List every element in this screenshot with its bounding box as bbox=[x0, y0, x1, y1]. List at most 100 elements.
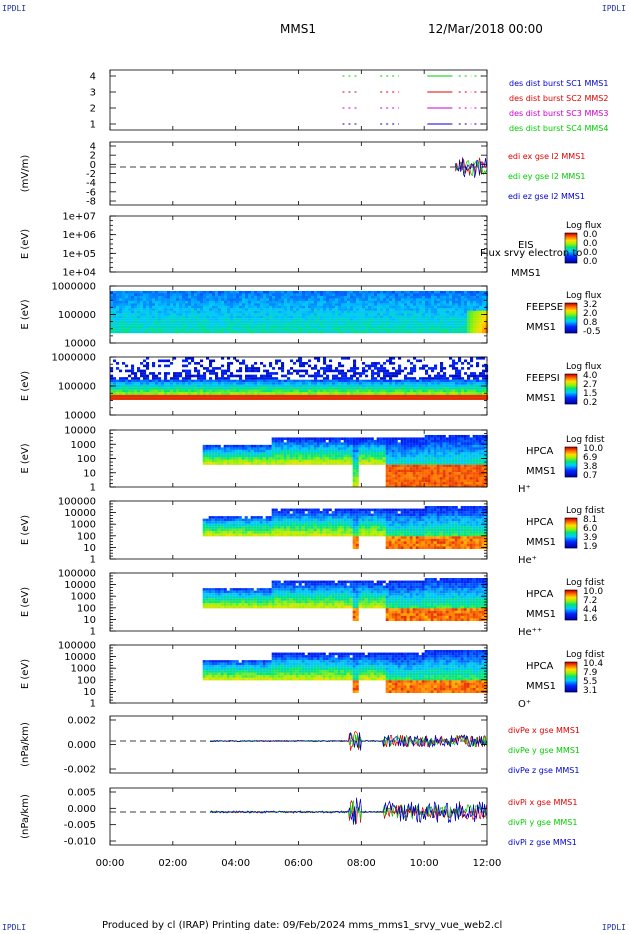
spectrogram-cell bbox=[409, 474, 413, 478]
spectrogram-cell bbox=[394, 477, 398, 480]
spectrogram-cell bbox=[347, 320, 351, 324]
spectrogram-cell bbox=[298, 452, 302, 455]
panel-label: FEEPSE bbox=[526, 302, 563, 313]
spectrogram-cell bbox=[394, 447, 398, 450]
spectrogram-cell bbox=[304, 439, 308, 443]
y-tick-label: 4 bbox=[90, 72, 96, 83]
spectrogram-cell bbox=[167, 313, 171, 316]
spectrogram-cell bbox=[302, 293, 306, 297]
spectrogram-cell bbox=[311, 320, 315, 324]
spectrogram-cell bbox=[281, 295, 285, 299]
spectrogram-cell bbox=[209, 325, 213, 329]
spectrogram-cell bbox=[356, 328, 360, 331]
spectrogram-cell bbox=[386, 397, 390, 400]
spectrogram-cell bbox=[257, 293, 261, 297]
spectrogram-cell bbox=[317, 325, 321, 329]
spectrogram-cell bbox=[371, 369, 375, 373]
spectrogram-cell bbox=[125, 315, 129, 319]
spectrogram-cell bbox=[143, 382, 147, 385]
spectrogram-cell bbox=[263, 293, 267, 297]
spectrogram-cell bbox=[404, 308, 408, 311]
spectrogram-cell bbox=[461, 377, 465, 380]
spectrogram-cell bbox=[338, 394, 342, 398]
spectrogram-cell bbox=[266, 377, 270, 380]
spectrogram-cell bbox=[367, 462, 371, 465]
spectrogram-cell bbox=[473, 328, 477, 331]
spectrogram-cell bbox=[325, 449, 329, 453]
spectrogram-cell bbox=[415, 447, 419, 450]
spectrogram-cell bbox=[470, 315, 474, 319]
spectrogram-cell bbox=[376, 462, 380, 465]
spectrogram-cell bbox=[434, 295, 438, 299]
spectrogram-cell bbox=[430, 447, 434, 450]
spectrogram-cell bbox=[272, 298, 276, 301]
spectrogram-cell bbox=[424, 459, 428, 463]
spectrogram-cell bbox=[257, 382, 261, 385]
spectrogram-cell bbox=[161, 320, 165, 324]
spectrogram-cell bbox=[202, 444, 206, 448]
spectrogram-cell bbox=[248, 310, 252, 314]
spectrogram-cell bbox=[314, 308, 318, 311]
spectrogram-cell bbox=[421, 442, 425, 445]
spectrogram-cell bbox=[395, 298, 399, 301]
spectrogram-cell bbox=[329, 313, 333, 316]
spectrogram-cell bbox=[110, 330, 114, 334]
spectrogram-cell bbox=[317, 394, 321, 398]
spectrogram-cell bbox=[398, 372, 402, 375]
spectrogram-cell bbox=[383, 295, 387, 299]
spectrogram-cell bbox=[209, 315, 213, 319]
spectrogram-cell bbox=[287, 318, 291, 321]
spectrogram-cell bbox=[293, 295, 297, 299]
spectrogram-cell bbox=[419, 300, 423, 304]
spectrogram-cell bbox=[134, 298, 138, 301]
spectrogram-cell bbox=[230, 374, 234, 378]
spectrogram-cell bbox=[397, 462, 401, 465]
spectrogram-cell bbox=[298, 454, 302, 458]
spectrogram-cell bbox=[370, 462, 374, 465]
spectrogram-cell bbox=[473, 300, 477, 304]
spectrogram-cell bbox=[329, 323, 333, 326]
spectrogram-cell bbox=[410, 377, 414, 380]
spectrogram-cell bbox=[385, 459, 389, 463]
spectrogram-cell bbox=[425, 392, 429, 395]
spectrogram-cell bbox=[254, 382, 258, 385]
spectrogram-cell bbox=[227, 293, 231, 297]
spectrogram-cell bbox=[268, 457, 272, 460]
spectrogram-cell bbox=[349, 457, 353, 460]
spectrogram-cell bbox=[197, 387, 201, 390]
spectrogram-cell bbox=[299, 293, 303, 297]
spectrogram-cell bbox=[359, 318, 363, 321]
spectrogram-cell bbox=[467, 392, 471, 395]
spectrogram-cell bbox=[308, 382, 312, 385]
spectrogram-cell bbox=[332, 379, 336, 383]
spectrogram-cell bbox=[416, 330, 420, 334]
spectrogram-cell bbox=[287, 310, 291, 314]
spectrogram-cell bbox=[422, 290, 426, 294]
spectrogram-cell bbox=[458, 293, 462, 297]
spectrogram-cell bbox=[395, 397, 399, 400]
spectrogram-cell bbox=[296, 392, 300, 395]
spectrogram-cell bbox=[391, 479, 395, 483]
spectrogram-cell bbox=[257, 305, 261, 309]
panel-edi: 420-2-4-6-8 bbox=[86, 142, 488, 208]
spectrogram-cell bbox=[245, 387, 249, 390]
spectrogram-cell bbox=[185, 325, 189, 329]
spectrogram-cell bbox=[262, 462, 266, 465]
spectrogram-cell bbox=[401, 308, 405, 311]
spectrogram-cell bbox=[346, 439, 350, 443]
spectrogram-cell bbox=[308, 295, 312, 299]
spectrogram-cell bbox=[365, 330, 369, 334]
spectrogram-cell bbox=[185, 290, 189, 294]
spectrogram-cell bbox=[323, 387, 327, 390]
spectrogram-cell bbox=[335, 315, 339, 319]
spectrogram-cell bbox=[413, 310, 417, 314]
spectrogram-cell bbox=[341, 387, 345, 390]
spectrogram-cell bbox=[296, 359, 300, 363]
spectrogram-cell bbox=[289, 437, 293, 441]
spectrogram-cell bbox=[329, 389, 333, 393]
spectrogram-cell bbox=[218, 305, 222, 309]
spectrogram-cell bbox=[425, 310, 429, 314]
spectrogram-cell bbox=[119, 384, 123, 388]
spectrogram-cell bbox=[218, 379, 222, 383]
spectrogram-cell bbox=[425, 364, 429, 368]
